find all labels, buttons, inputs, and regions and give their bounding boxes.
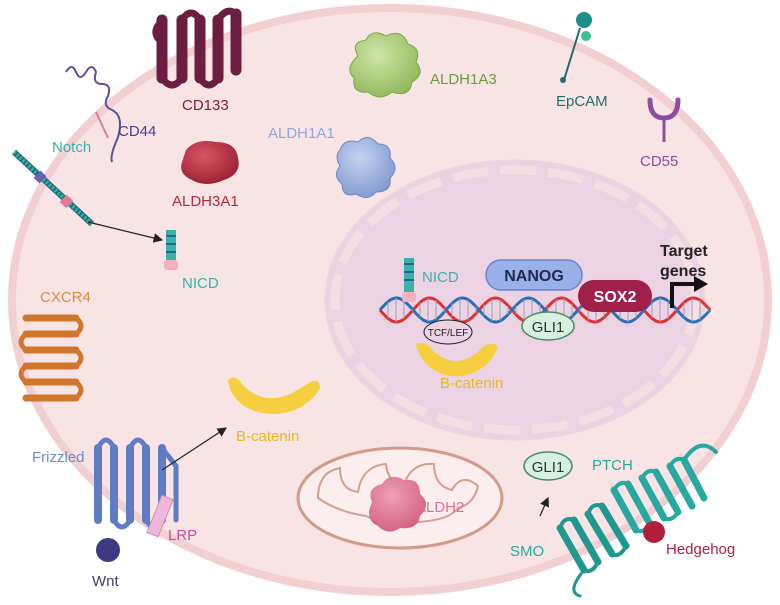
nanog-label: NANOG (504, 268, 564, 285)
gli1-nucleus-label: GLI1 (532, 319, 565, 336)
cd55-protein-icon (647, 97, 681, 142)
cxcr4-receptor-icon (18, 314, 84, 402)
dna-helix-icon (378, 296, 712, 324)
nanog-protein-icon (485, 259, 583, 291)
sox2-label: SOX2 (594, 289, 637, 306)
aldh2-protein-icon (369, 476, 426, 532)
epcam-label: EpCAM (556, 93, 608, 110)
gli1-cytoplasm-icon (523, 451, 573, 481)
bcatenin-nucleus-icon (416, 342, 498, 377)
bcatenin-cytoplasm-label: B-catenin (236, 428, 299, 445)
nicd-cytoplasm-icon (164, 230, 178, 270)
smo-to-gli1-arrow (539, 496, 549, 517)
sox2-protein-icon (578, 280, 652, 312)
aldh1a1-protein-icon (336, 137, 396, 198)
gli1-nucleus-icon (521, 311, 575, 341)
aldh2-label: ALDH2 (416, 499, 464, 516)
frizzled-receptor-icon (94, 437, 179, 530)
notch-receptor-icon (11, 149, 95, 227)
target-genes-label-line2: genes (660, 263, 706, 280)
aldh1a1-label: ALDH1A1 (268, 125, 335, 142)
cd44-label: CD44 (118, 123, 156, 140)
frizzled-to-bcatenin-arrow (161, 427, 228, 471)
cd44-protein-icon (65, 66, 122, 163)
wnt-label: Wnt (92, 573, 120, 590)
hedgehog-label: Hedgehog (666, 541, 735, 558)
nicd-cytoplasm-label: NICD (182, 275, 219, 292)
nicd-nucleus-icon (402, 258, 416, 302)
nicd-nucleus-label: NICD (422, 269, 459, 286)
transcription-start-arrow-icon (670, 282, 696, 308)
bcatenin-nucleus-label: B-catenin (440, 375, 503, 392)
cxcr4-label: CXCR4 (40, 289, 91, 306)
ptch-label: PTCH (592, 457, 633, 474)
smo-receptor-icon (556, 502, 630, 598)
cd133-label: CD133 (182, 97, 229, 114)
nucleus (324, 159, 706, 441)
lrp-receptor-icon (146, 494, 174, 538)
aldh1a3-label: ALDH1A3 (430, 71, 497, 88)
notch-label: Notch (52, 139, 91, 156)
bcatenin-cytoplasm-icon (228, 377, 320, 414)
aldh3a1-label: ALDH3A1 (172, 193, 239, 210)
smo-label: SMO (510, 543, 544, 560)
lrp-label: LRP (168, 527, 197, 544)
cd55-label: CD55 (640, 153, 678, 170)
hedgehog-ligand-icon (643, 521, 665, 543)
frizzled-label: Frizzled (32, 449, 85, 466)
gli1-cytoplasm-label: GLI1 (532, 459, 565, 476)
aldh3a1-protein-icon (181, 141, 239, 184)
aldh1a3-protein-icon (349, 32, 421, 98)
notch-to-nicd-arrow (87, 221, 164, 243)
tcf-lef-label: TCF/LEF (428, 328, 469, 339)
target-genes-label-line1: Target (660, 243, 708, 260)
ptch-receptor-icon (610, 443, 718, 534)
tcf-lef-icon (423, 319, 473, 345)
wnt-ligand-icon (96, 538, 120, 562)
cd133-protein-icon (152, 7, 242, 89)
epcam-protein-icon (560, 12, 592, 83)
